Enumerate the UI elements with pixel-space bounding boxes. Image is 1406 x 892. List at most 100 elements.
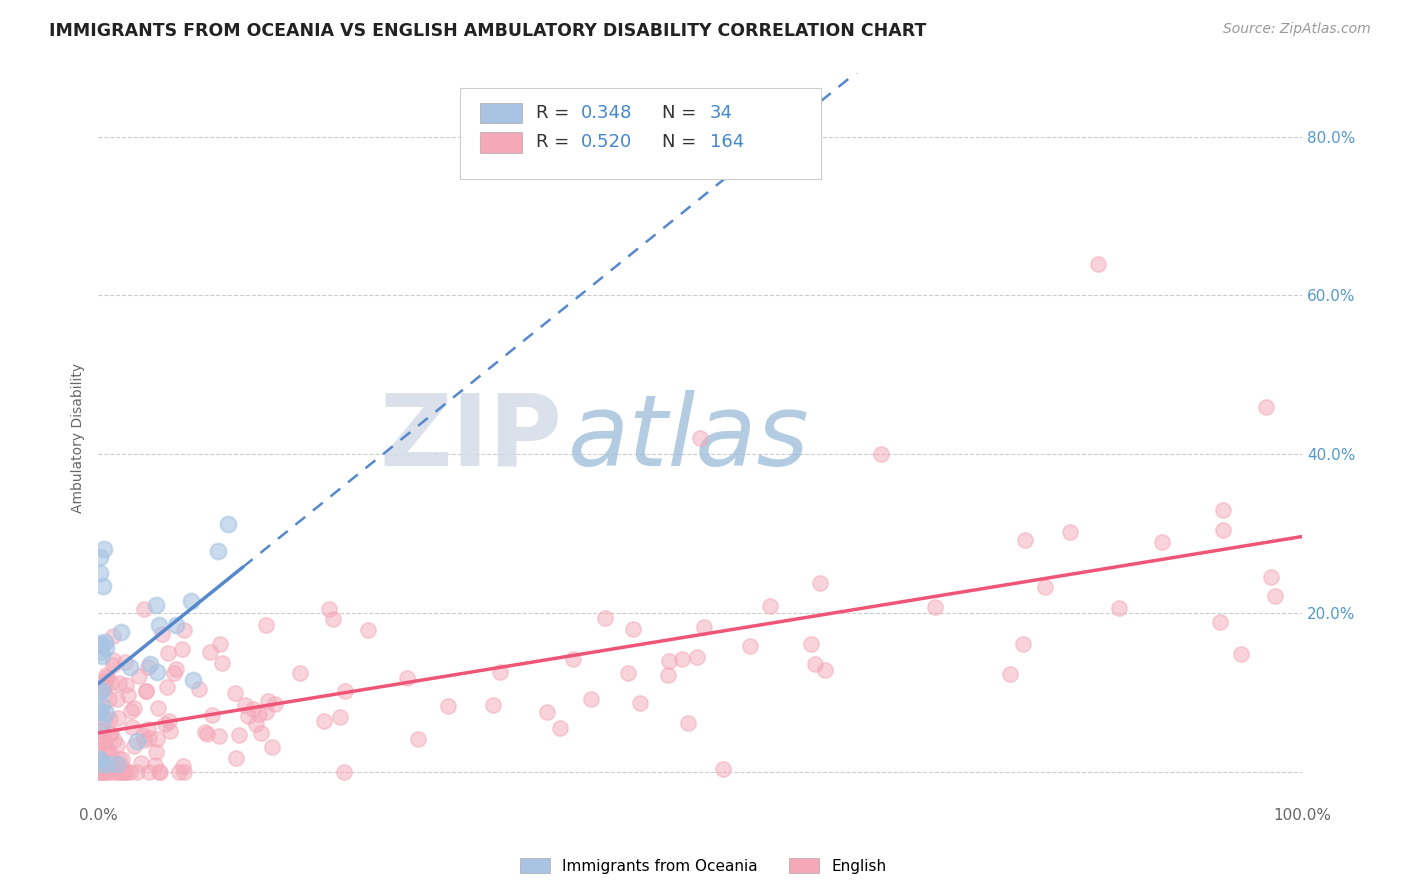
- Point: [1108, 600, 1130, 615]
- Point: [148, 618, 170, 632]
- Point: [89, 752, 111, 766]
- Text: IMMIGRANTS FROM OCEANIA VS ENGLISH AMBULATORY DISABILITY CORRELATION CHART: IMMIGRANTS FROM OCEANIA VS ENGLISH AMBUL…: [49, 22, 927, 40]
- Point: [1230, 647, 1253, 661]
- Point: [180, 594, 202, 608]
- Text: 164: 164: [710, 134, 744, 152]
- FancyBboxPatch shape: [479, 132, 522, 153]
- Point: [90, 723, 112, 738]
- Point: [322, 612, 344, 626]
- Point: [94, 634, 117, 648]
- Point: [87, 704, 110, 718]
- Point: [288, 666, 311, 681]
- Point: [97, 761, 120, 775]
- Point: [1059, 524, 1081, 539]
- Point: [242, 701, 264, 715]
- Point: [183, 673, 205, 687]
- Text: ZIP: ZIP: [380, 390, 562, 487]
- Point: [125, 764, 148, 779]
- Text: 0.348: 0.348: [581, 104, 633, 122]
- Point: [318, 601, 340, 615]
- Point: [89, 550, 111, 565]
- Point: [89, 566, 111, 581]
- Point: [170, 642, 193, 657]
- Point: [150, 626, 173, 640]
- Point: [129, 756, 152, 770]
- Point: [135, 683, 157, 698]
- Point: [91, 682, 114, 697]
- Point: [89, 764, 111, 779]
- Point: [90, 754, 112, 768]
- Point: [93, 542, 115, 557]
- Point: [100, 676, 122, 690]
- Point: [98, 747, 121, 761]
- Point: [115, 764, 138, 779]
- Point: [225, 751, 247, 765]
- Point: [103, 732, 125, 747]
- Point: [90, 715, 112, 730]
- Point: [87, 738, 110, 752]
- Point: [173, 624, 195, 638]
- Point: [89, 685, 111, 699]
- Point: [132, 727, 155, 741]
- Point: [91, 649, 114, 664]
- Point: [208, 637, 231, 651]
- Point: [481, 698, 503, 713]
- Point: [685, 650, 707, 665]
- Point: [194, 725, 217, 739]
- Point: [657, 667, 679, 681]
- Point: [138, 722, 160, 736]
- Point: [924, 600, 946, 615]
- Point: [689, 431, 711, 445]
- Point: [1152, 535, 1174, 549]
- Point: [110, 625, 132, 640]
- Point: [1260, 570, 1282, 584]
- Point: [233, 698, 256, 712]
- Point: [159, 724, 181, 739]
- Point: [406, 731, 429, 746]
- Point: [138, 764, 160, 779]
- Point: [89, 764, 111, 779]
- Point: [217, 516, 239, 531]
- Point: [548, 721, 571, 735]
- Point: [97, 692, 120, 706]
- Point: [436, 698, 458, 713]
- Point: [713, 762, 735, 776]
- Point: [89, 723, 111, 738]
- Point: [114, 655, 136, 669]
- Point: [617, 665, 640, 680]
- Point: [107, 764, 129, 779]
- Point: [104, 764, 127, 779]
- Point: [678, 715, 700, 730]
- Point: [329, 710, 352, 724]
- Point: [94, 743, 117, 757]
- Point: [121, 720, 143, 734]
- Point: [111, 764, 134, 779]
- Point: [93, 681, 115, 696]
- Point: [593, 611, 616, 625]
- Point: [118, 660, 141, 674]
- Point: [671, 652, 693, 666]
- Point: [132, 602, 155, 616]
- Point: [800, 637, 823, 651]
- Point: [1011, 637, 1033, 651]
- Point: [120, 704, 142, 718]
- Point: [89, 636, 111, 650]
- Point: [163, 665, 186, 680]
- Point: [117, 688, 139, 702]
- Point: [998, 667, 1021, 681]
- Point: [172, 759, 194, 773]
- Point: [101, 657, 124, 672]
- Point: [90, 764, 112, 779]
- Point: [94, 734, 117, 748]
- Legend: Immigrants from Oceania, English: Immigrants from Oceania, English: [513, 852, 893, 880]
- Point: [254, 618, 277, 632]
- Point: [870, 447, 893, 461]
- Point: [249, 706, 271, 721]
- Point: [94, 640, 117, 655]
- Point: [94, 764, 117, 779]
- Point: [108, 757, 131, 772]
- Point: [103, 629, 125, 643]
- Point: [264, 697, 287, 711]
- Point: [89, 704, 111, 718]
- Point: [110, 764, 132, 779]
